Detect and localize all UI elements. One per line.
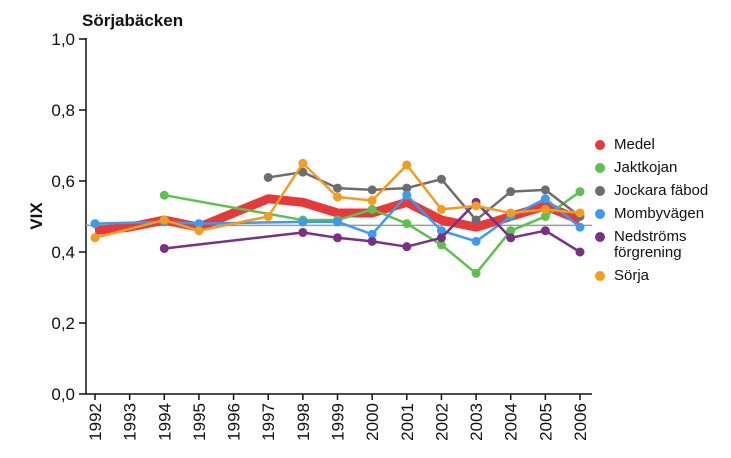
x-tick-label: 1999 (329, 403, 348, 441)
series-line (164, 190, 581, 275)
y-tick-label: 0,0 (51, 385, 75, 404)
legend-item: Nedströms förgrening (592, 229, 727, 261)
data-point (194, 226, 204, 236)
x-tick-label: 1993 (121, 403, 140, 441)
data-point (90, 233, 100, 243)
data-point (90, 219, 100, 229)
data-point (333, 192, 342, 202)
legend-item: Jockara fäbod (592, 183, 727, 199)
y-tick-label: 0,6 (51, 172, 75, 191)
legend-label: Nedströms förgrening (614, 228, 687, 261)
legend-label: Jaktkojan (614, 159, 678, 176)
data-point (367, 196, 377, 206)
y-tick-label: 1,0 (51, 30, 75, 49)
data-point (575, 208, 585, 218)
x-tick-label: 2006 (571, 403, 590, 441)
data-point (436, 233, 446, 243)
data-point (402, 160, 412, 170)
data-point (367, 204, 377, 214)
x-tick-label: 2003 (467, 403, 486, 441)
data-point (506, 233, 516, 243)
data-point (436, 174, 446, 184)
data-point (540, 226, 550, 236)
data-point (333, 217, 342, 227)
data-point (575, 187, 585, 197)
legend-marker (595, 232, 605, 242)
x-tick-label: 1994 (155, 403, 174, 441)
x-tick-label: 2002 (432, 403, 451, 441)
data-point (506, 208, 516, 218)
x-tick-label: 1998 (294, 403, 313, 441)
data-point (159, 215, 169, 225)
data-point (402, 219, 412, 229)
data-point (575, 247, 585, 257)
data-point (367, 229, 377, 239)
legend-marker (595, 209, 605, 219)
data-point (367, 236, 377, 246)
data-point (575, 222, 585, 232)
x-tick-label: 1992 (86, 403, 105, 441)
data-point (471, 236, 481, 246)
y-axis-label: VIX (27, 202, 46, 230)
legend-marker (595, 163, 605, 173)
data-point (471, 215, 481, 225)
legend-label: Medel (614, 136, 655, 153)
data-point (436, 204, 446, 214)
x-tick-label: 1995 (190, 403, 209, 441)
data-point (540, 194, 550, 204)
legend-item: Mombyvägen (592, 206, 727, 222)
legend-label: Sörja (614, 267, 650, 284)
data-point (298, 227, 308, 237)
legend-item: Jaktkojan (592, 160, 727, 176)
x-tick-label: 2000 (363, 403, 382, 441)
data-point (540, 185, 550, 195)
legend-item: Sörja (592, 268, 727, 284)
data-point (402, 183, 412, 193)
chart-title: Sörjabäcken (82, 11, 183, 30)
data-point (402, 190, 412, 200)
data-point (263, 172, 273, 182)
data-point (298, 158, 308, 168)
legend-label: Jockara fäbod (614, 182, 709, 199)
legend-marker (595, 271, 605, 281)
x-tick-label: 1997 (259, 403, 278, 441)
x-tick-label: 2005 (536, 403, 555, 441)
y-tick-label: 0,8 (51, 101, 75, 120)
data-point (194, 219, 204, 229)
y-tick-label: 0,4 (51, 243, 75, 262)
legend-marker (595, 140, 605, 150)
data-point (298, 167, 308, 177)
legend: Medel Jaktkojan Jockara fäbod Mombyvägen Ned… (592, 137, 727, 291)
data-point (298, 217, 308, 227)
data-point (540, 212, 550, 221)
legend-label: Mombyvägen (614, 205, 705, 222)
legend-item: Medel (592, 137, 727, 153)
y-tick-label: 0,2 (51, 314, 75, 333)
legend-marker (595, 186, 605, 196)
data-point (506, 226, 516, 236)
data-point (333, 183, 342, 193)
data-point (402, 242, 412, 252)
data-point (333, 233, 342, 243)
data-point (159, 190, 169, 200)
series-line (164, 201, 581, 254)
data-point (506, 187, 516, 197)
data-point (540, 204, 550, 214)
data-point (471, 201, 481, 211)
data-point (159, 243, 169, 253)
data-point (471, 268, 481, 278)
data-point (263, 212, 273, 221)
data-point (436, 226, 446, 236)
x-tick-label: 2004 (502, 403, 521, 441)
data-point (367, 185, 377, 195)
data-point (436, 240, 446, 250)
x-tick-label: 2001 (398, 403, 417, 441)
x-tick-label: 1996 (225, 403, 244, 441)
